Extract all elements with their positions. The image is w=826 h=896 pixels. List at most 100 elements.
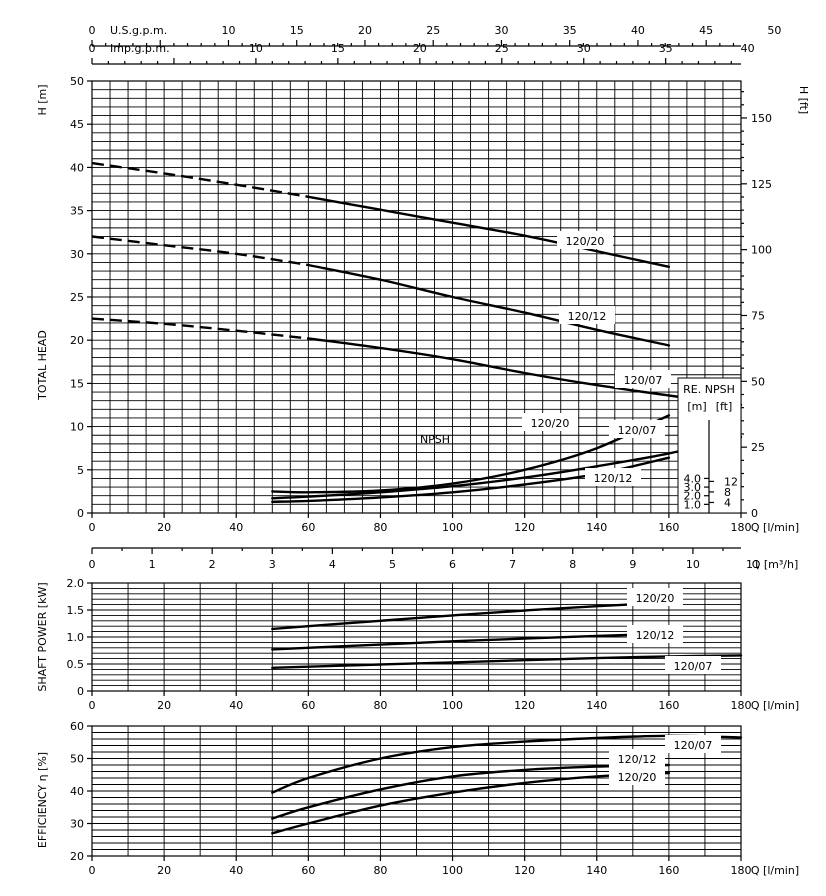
power-y-tick-label: 0.5 bbox=[67, 658, 85, 671]
eff-x-tick-label: 160 bbox=[658, 864, 679, 877]
head-y-tick-label: 10 bbox=[70, 421, 84, 434]
head-x-tick-label: 40 bbox=[229, 521, 243, 534]
m3h-axis-tick-label: 5 bbox=[389, 558, 396, 571]
eff-x-tick-label: 80 bbox=[373, 864, 387, 877]
npsh-inset-m-tick-label: 1.0 bbox=[684, 498, 702, 511]
m3h-axis-tick-label: 6 bbox=[449, 558, 456, 571]
power-x-tick-label: 160 bbox=[658, 699, 679, 712]
m3h-axis-tick-label: 4 bbox=[329, 558, 336, 571]
head-curve-dashed-120-07 bbox=[91, 317, 309, 340]
npsh-inset-ft-tick-label: 12 bbox=[724, 475, 738, 488]
head-y-tick-label: 15 bbox=[70, 377, 84, 390]
npsh-label-120-07-bg bbox=[609, 420, 665, 438]
eff-curve-120-07 bbox=[271, 734, 743, 794]
power-label-120-07-bg bbox=[665, 656, 721, 674]
power-label-120-07: 120/07 bbox=[674, 660, 713, 673]
head-y-tick-label: 20 bbox=[70, 334, 84, 347]
top-axis-tick-label: 30 bbox=[494, 24, 508, 37]
eff-label-120-07-bg bbox=[665, 735, 721, 753]
head-curve-120-07 bbox=[307, 337, 743, 407]
npsh-label-120-20-bg bbox=[522, 413, 578, 431]
head-label-120-20-bg bbox=[557, 231, 613, 249]
eff-y-axis-title: EFFICIENCY η [%] bbox=[36, 752, 49, 848]
head-y-tick-label: 5 bbox=[77, 464, 84, 477]
top-axis-tick-label: 40 bbox=[631, 24, 645, 37]
power-x-tick-label: 80 bbox=[373, 699, 387, 712]
npsh-inset-title: RE. NPSH bbox=[683, 383, 735, 396]
npsh-inset-unit-ft: [ft] bbox=[716, 400, 733, 413]
power-label-120-20-bg bbox=[627, 588, 683, 606]
eff-label-120-07: 120/07 bbox=[674, 739, 713, 752]
head-x-tick-label: 180 bbox=[731, 521, 752, 534]
head-x-tick-label: 60 bbox=[301, 521, 315, 534]
head-y-tick-label: 45 bbox=[70, 118, 84, 131]
top-axis-tick-label: 20 bbox=[413, 42, 427, 55]
eff-curve-120-12 bbox=[271, 763, 671, 820]
m3h-axis-tick-label: 7 bbox=[509, 558, 516, 571]
npsh-label-120-12-bg bbox=[585, 468, 641, 486]
head-y-tick-label: 35 bbox=[70, 205, 84, 218]
power-x-unit: Q [l/min] bbox=[751, 699, 799, 712]
m3h-axis-tick-label: 11 bbox=[746, 558, 760, 571]
top-axis-tick-label: 10 bbox=[221, 24, 235, 37]
m3h-axis-unit: Q [m³/h] bbox=[752, 558, 799, 571]
top-axis-unit: Imp.g.p.m. bbox=[110, 42, 170, 55]
m3h-axis-tick-label: 1 bbox=[149, 558, 156, 571]
power-x-tick-label: 180 bbox=[731, 699, 752, 712]
top-axis-tick-label: 45 bbox=[699, 24, 713, 37]
npsh-inset-ft-tick-label: 8 bbox=[724, 486, 731, 499]
head-x-tick-label: 100 bbox=[442, 521, 463, 534]
npsh-curve-120-07 bbox=[271, 435, 743, 500]
eff-x-tick-label: 60 bbox=[301, 864, 315, 877]
top-axis-tick-label: 15 bbox=[331, 42, 345, 55]
npsh-label-120-20: 120/20 bbox=[531, 417, 570, 430]
eff-label-120-12: 120/12 bbox=[618, 753, 657, 766]
eff-label-120-12-bg bbox=[609, 749, 665, 767]
head-curve-dashed-120-12 bbox=[91, 235, 309, 267]
eff-label-120-20: 120/20 bbox=[618, 771, 657, 784]
head-x-tick-label: 140 bbox=[586, 521, 607, 534]
power-x-tick-label: 100 bbox=[442, 699, 463, 712]
eff-x-unit: Q [l/min] bbox=[751, 864, 799, 877]
m3h-axis-tick-label: 9 bbox=[629, 558, 636, 571]
power-x-tick-label: 140 bbox=[586, 699, 607, 712]
top-axis-tick-label: 50 bbox=[767, 24, 781, 37]
eff-curve-120-20 bbox=[271, 771, 671, 835]
npsh-label-120-07: 120/07 bbox=[618, 424, 657, 437]
head-y-tick-label: 50 bbox=[70, 75, 84, 88]
npsh-inset-m-tick-label: 3.0 bbox=[684, 481, 702, 494]
eff-y-tick-label: 20 bbox=[70, 850, 84, 863]
m3h-axis-tick-label: 3 bbox=[269, 558, 276, 571]
head-y-right-tick-label: 100 bbox=[751, 244, 772, 257]
power-label-120-20: 120/20 bbox=[636, 592, 675, 605]
top-axis-tick-label: 15 bbox=[290, 24, 304, 37]
head-x-tick-label: 160 bbox=[658, 521, 679, 534]
eff-label-120-20-bg bbox=[609, 767, 665, 785]
top-axis-tick-label: 10 bbox=[249, 42, 263, 55]
top-axis-tick-label: 40 bbox=[741, 42, 755, 55]
head-curve-120-20 bbox=[307, 195, 671, 268]
top-axis-unit: U.S.g.p.m. bbox=[110, 24, 167, 37]
power-curve-120-12 bbox=[271, 632, 671, 651]
top-axis-tick-label: 0 bbox=[89, 42, 96, 55]
top-axis-tick-label: 35 bbox=[563, 24, 577, 37]
npsh-label-120-12: 120/12 bbox=[594, 472, 633, 485]
eff-x-tick-label: 0 bbox=[89, 864, 96, 877]
head-x-tick-label: 80 bbox=[373, 521, 387, 534]
head-label-120-20: 120/20 bbox=[566, 235, 605, 248]
head-label-120-07-bg bbox=[615, 370, 671, 388]
head-y-unit-right: H [ft] bbox=[797, 86, 810, 114]
eff-y-tick-label: 40 bbox=[70, 785, 84, 798]
top-axis-tick-label: 25 bbox=[426, 24, 440, 37]
head-y-right-tick-label: 0 bbox=[751, 507, 758, 520]
top-axis-tick-label: 20 bbox=[358, 24, 372, 37]
power-y-axis-title: SHAFT POWER [kW] bbox=[36, 582, 49, 691]
power-x-tick-label: 40 bbox=[229, 699, 243, 712]
eff-y-tick-label: 60 bbox=[70, 720, 84, 733]
head-x-unit: Q [l/min] bbox=[751, 521, 799, 534]
m3h-axis-tick-label: 10 bbox=[686, 558, 700, 571]
top-axis-tick-label: 35 bbox=[659, 42, 673, 55]
npsh-inset-m-tick-label: 4.0 bbox=[684, 472, 702, 485]
npsh-curve-120-20 bbox=[271, 414, 671, 494]
